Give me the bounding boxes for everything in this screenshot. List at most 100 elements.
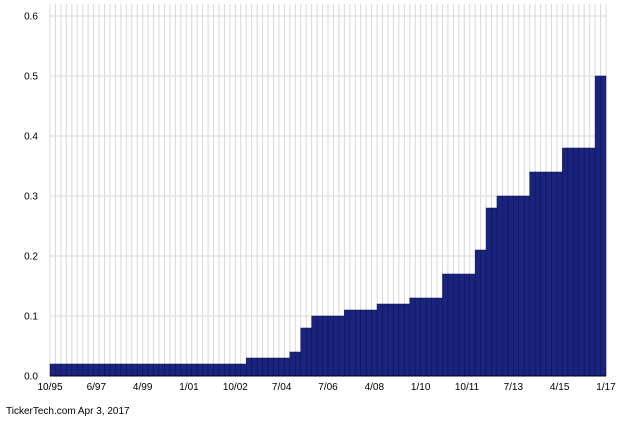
y-tick-label: 0.1 (24, 312, 38, 323)
bar (355, 309, 361, 377)
bar (344, 309, 351, 377)
x-tick-label: 1/01 (179, 382, 199, 393)
bar (104, 363, 111, 377)
bar (480, 249, 487, 377)
bar (175, 363, 182, 377)
x-tick-label: 7/06 (318, 382, 338, 393)
bar (523, 195, 530, 377)
bar (87, 363, 94, 377)
footer-credit: TickerTech.com Apr 3, 2017 (6, 406, 130, 417)
bar (502, 195, 509, 377)
bar (398, 303, 405, 377)
bar (529, 171, 536, 377)
bar (387, 303, 394, 377)
bar (496, 195, 503, 377)
bar (474, 249, 481, 377)
bar (115, 363, 122, 377)
bar (453, 273, 460, 377)
bar (147, 363, 154, 377)
bar (371, 309, 378, 377)
x-tick-label: 4/08 (365, 382, 385, 393)
bar (191, 363, 198, 377)
bar (240, 363, 247, 377)
bar (207, 363, 214, 377)
bar (578, 147, 585, 377)
x-tick-label: 4/99 (133, 382, 153, 393)
x-tick-label: 7/13 (504, 382, 524, 393)
bar (229, 363, 236, 377)
bar (273, 357, 280, 377)
bar (278, 357, 285, 377)
bar (142, 363, 149, 377)
bar (202, 363, 209, 377)
bar (153, 363, 160, 377)
bar (213, 363, 220, 377)
bar (262, 357, 269, 377)
bar (245, 357, 252, 377)
bar (322, 315, 329, 377)
bar (589, 147, 596, 377)
bar (562, 147, 569, 377)
y-tick-label: 0.3 (24, 192, 38, 203)
bar (594, 75, 601, 377)
bar (131, 363, 138, 377)
x-tick-label: 4/15 (550, 382, 570, 393)
bar (404, 303, 411, 377)
bar (458, 273, 465, 377)
x-tick-label: 10/02 (223, 382, 248, 393)
bar (447, 273, 454, 377)
bar (333, 315, 340, 377)
x-tick-label: 7/04 (272, 382, 292, 393)
y-tick-label: 0.0 (24, 372, 38, 383)
x-tick-label: 1/10 (411, 382, 431, 393)
bar (491, 207, 498, 377)
bar (469, 273, 476, 377)
bar (300, 327, 307, 377)
bar (311, 315, 318, 377)
bar (305, 327, 312, 377)
bar (556, 171, 563, 377)
bar (545, 171, 552, 377)
bar (295, 351, 301, 377)
bar (485, 207, 492, 377)
bar (425, 297, 432, 377)
bar (409, 297, 416, 377)
bar (349, 309, 356, 377)
bar (66, 363, 73, 377)
bar (573, 147, 579, 377)
bar (436, 297, 443, 377)
bar (196, 363, 203, 377)
bar (507, 195, 514, 377)
bar (513, 195, 520, 377)
label-layer: 0.0 0.1 0.2 0.3 0.4 0.5 0.6 10/95 6/97 4/99 1/01 10… (24, 12, 616, 394)
bar (365, 309, 372, 377)
bar (284, 357, 291, 377)
y-tick-label: 0.5 (24, 72, 38, 83)
bar (567, 147, 574, 377)
bar (224, 363, 231, 377)
bar (338, 315, 345, 377)
bar (534, 171, 541, 377)
bar (583, 147, 590, 377)
bar (360, 309, 367, 377)
bar (251, 357, 258, 377)
bar (120, 363, 127, 377)
bar (414, 297, 421, 377)
bar (376, 303, 383, 377)
bar (289, 351, 296, 377)
bar (235, 363, 242, 377)
x-tick-label: 6/97 (87, 382, 107, 393)
bar (393, 303, 400, 377)
bar (327, 315, 334, 377)
bar (180, 363, 187, 377)
bar (109, 363, 116, 377)
bar (93, 363, 100, 377)
x-tick-label: 10/11 (455, 382, 480, 393)
bar (55, 363, 62, 377)
bar (540, 171, 547, 377)
bar (60, 363, 67, 377)
y-tick-label: 0.2 (24, 252, 38, 263)
bar (600, 75, 607, 377)
